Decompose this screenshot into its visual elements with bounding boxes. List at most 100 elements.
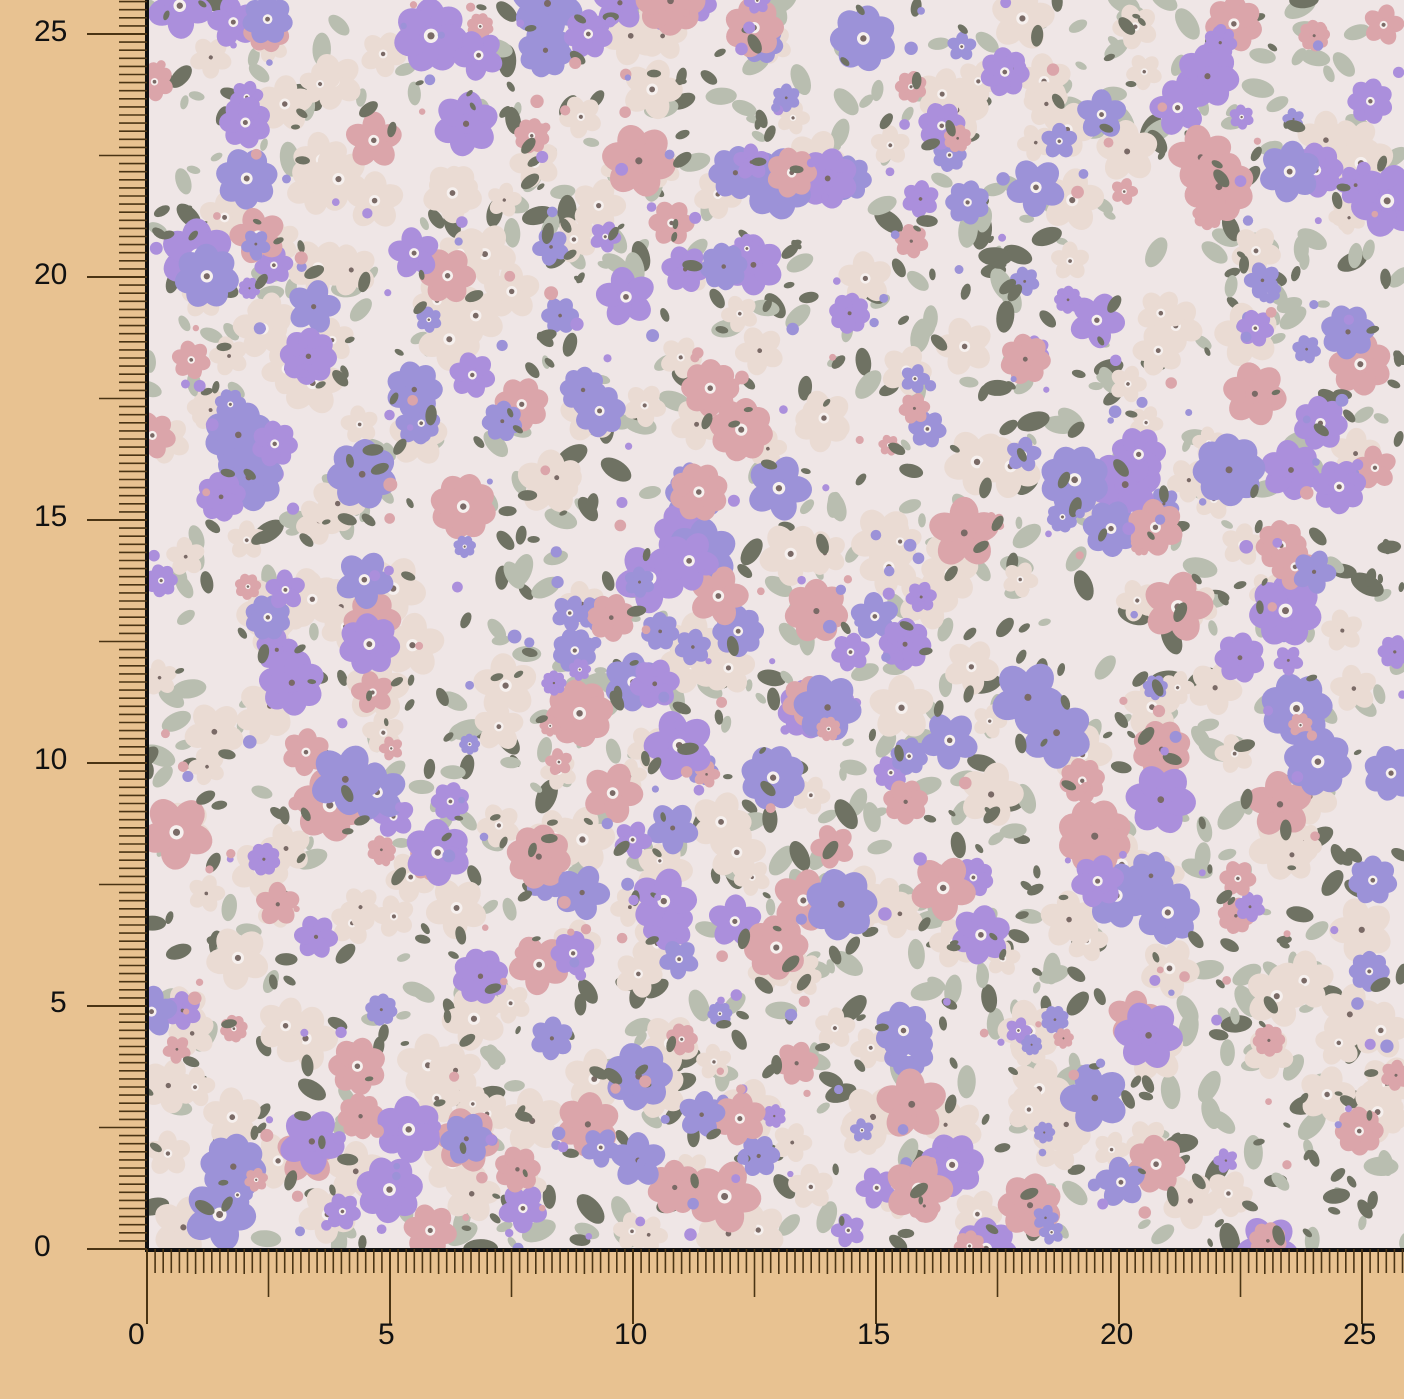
leaf: [172, 679, 207, 699]
leaf: [1271, 1172, 1290, 1191]
leaf: [840, 995, 867, 1022]
leaf: [1291, 265, 1301, 282]
leaf: [751, 130, 766, 142]
leaf: [615, 1130, 630, 1147]
leaf: [594, 667, 607, 674]
horizontal-ruler-label: 10: [614, 1318, 648, 1351]
leaf: [1075, 61, 1087, 70]
leaf: [1044, 415, 1077, 434]
leaf: [1365, 568, 1377, 587]
leaf: [1205, 1110, 1215, 1124]
leaf: [1282, 1054, 1305, 1081]
leaf: [152, 765, 173, 788]
leaf: [404, 699, 415, 711]
leaf: [1230, 1007, 1240, 1025]
leaf: [503, 218, 521, 248]
leaf: [1062, 1180, 1088, 1206]
leaf: [785, 304, 811, 329]
leaf: [1151, 1224, 1175, 1245]
leaf: [260, 138, 268, 151]
leaf: [644, 978, 669, 999]
leaf: [767, 687, 781, 711]
leaf: [773, 1174, 796, 1199]
leaf: [741, 799, 758, 814]
leaf: [740, 538, 763, 566]
vertical-ruler-label: 10: [34, 743, 68, 776]
leaf: [859, 94, 874, 108]
leaf: [161, 710, 191, 732]
leaf: [250, 1230, 282, 1248]
leaf: [1094, 655, 1116, 680]
leaf: [1373, 413, 1389, 424]
leaf: [396, 953, 411, 962]
leaf: [639, 486, 661, 499]
vertical-ruler-label: 20: [34, 258, 68, 291]
horizontal-ruler-label: 0: [128, 1318, 145, 1351]
leaf: [1194, 335, 1212, 350]
leaf: [1051, 0, 1063, 12]
leaf: [944, 974, 962, 1006]
leaf: [1201, 241, 1228, 264]
leaf: [1224, 267, 1241, 278]
leaf: [1019, 214, 1035, 223]
horizontal-ruler-label: 20: [1100, 1318, 1134, 1351]
leaf: [786, 253, 814, 273]
leaf: [1068, 19, 1088, 33]
leaf: [1032, 981, 1041, 994]
leaf: [467, 865, 482, 886]
leaf: [395, 62, 416, 76]
leaf: [1299, 251, 1310, 270]
leaf: [460, 612, 472, 629]
leaf: [487, 618, 507, 640]
leaf: [515, 525, 527, 545]
leaf: [335, 943, 356, 964]
leaf: [898, 499, 922, 514]
leaf: [544, 357, 555, 368]
leaf: [872, 807, 888, 817]
leaf: [1297, 228, 1327, 251]
leaf: [147, 350, 156, 373]
leaf: [221, 893, 237, 922]
leaf: [938, 1016, 947, 1031]
fabric-swatch: [147, 0, 1404, 1249]
leaf: [180, 95, 189, 110]
leaf: [1033, 865, 1041, 879]
leaf: [816, 1201, 838, 1234]
leaf: [483, 430, 509, 458]
leaf: [504, 1080, 525, 1092]
leaf: [158, 687, 185, 709]
leaf: [1170, 1132, 1181, 1143]
leaf: [256, 1103, 271, 1120]
leaf: [927, 37, 950, 50]
leaf: [349, 298, 372, 322]
leaf: [842, 738, 854, 747]
leaf: [1066, 991, 1089, 1016]
leaf: [705, 87, 737, 105]
leaf: [458, 810, 477, 831]
leaf: [1323, 65, 1335, 83]
leaf: [1088, 382, 1104, 391]
leaf: [491, 635, 510, 646]
leaf: [200, 571, 214, 594]
leaf: [768, 845, 795, 876]
leaf: [337, 669, 348, 686]
horizontal-ruler-label: 15: [857, 1318, 891, 1351]
leaf: [1038, 618, 1051, 626]
leaf: [816, 1102, 830, 1114]
leaf: [1145, 237, 1168, 268]
leaf: [328, 14, 350, 36]
leaf: [732, 99, 757, 117]
leaf: [757, 669, 787, 687]
leaf: [1217, 800, 1246, 830]
leaf: [1321, 870, 1344, 896]
floral-pattern: [147, 0, 1404, 1249]
leaf: [407, 81, 421, 106]
vertical-ruler-label: 0: [34, 1230, 51, 1263]
leaf: [251, 785, 273, 799]
leaf: [1218, 848, 1237, 861]
leaf: [1286, 906, 1314, 923]
leaf: [1388, 267, 1404, 288]
vertical-ruler-label: 5: [50, 986, 67, 1019]
leaf: [833, 88, 859, 116]
